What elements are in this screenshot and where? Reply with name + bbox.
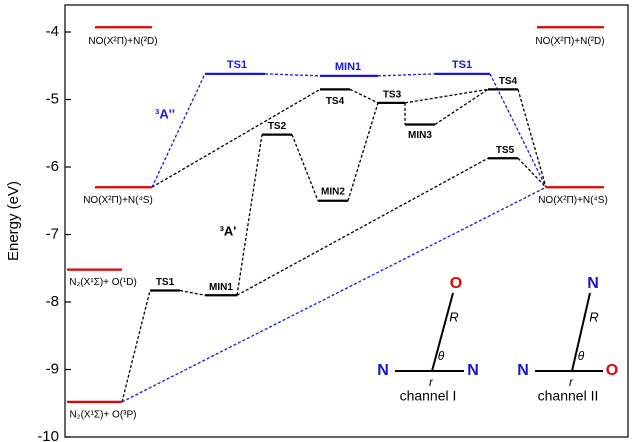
level-label: MIN1 — [335, 61, 361, 73]
level-label: NO(X²Π)+N(⁴S) — [538, 195, 608, 206]
connector — [291, 134, 319, 201]
level-label: TS3 — [383, 90, 402, 101]
atom: N — [467, 362, 479, 379]
connector — [236, 157, 489, 296]
level-label: NO(X²Π)+N(⁴S) — [83, 195, 153, 206]
level-label: NO(X²Π)+N(²D) — [88, 36, 157, 47]
atom: O — [450, 275, 462, 292]
y-tick-label: -6 — [46, 158, 59, 175]
connector — [377, 73, 436, 77]
y-tick-label: -9 — [46, 360, 59, 377]
atom: N — [377, 362, 389, 379]
atom: N — [517, 362, 529, 379]
connector — [347, 102, 379, 201]
coord-label: θ — [438, 349, 445, 363]
bond — [431, 292, 454, 372]
connector — [264, 73, 321, 77]
level-label: N₂(X¹Σ)+ O(³P) — [69, 410, 136, 421]
level-label: MIN2 — [321, 186, 345, 197]
y-tick-label: -10 — [37, 428, 59, 442]
coord-label: R — [449, 309, 458, 324]
level-label: TS2 — [268, 121, 287, 132]
level-label: TS1 — [227, 59, 247, 71]
connector — [179, 289, 206, 296]
level-label: N₂(X¹Σ)+ O(¹D) — [69, 277, 137, 288]
connector — [517, 89, 547, 188]
connector — [434, 88, 489, 126]
connector — [151, 88, 321, 188]
coord-label: r — [569, 375, 574, 389]
connector — [349, 88, 379, 104]
coord-label: r — [429, 375, 434, 389]
bond — [571, 292, 591, 372]
y-axis-label: Energy (eV) — [5, 181, 22, 261]
level-label: TS5 — [496, 145, 515, 156]
y-tick-label: -7 — [46, 225, 59, 242]
surface-label: ³A'' — [155, 106, 175, 121]
level-label: MIN3 — [408, 130, 432, 141]
connector — [121, 186, 547, 403]
y-tick-label: -5 — [46, 90, 59, 107]
connector — [151, 73, 206, 188]
y-tick-label: -4 — [46, 23, 59, 40]
atom: N — [587, 275, 599, 292]
surface-label: ³A' — [220, 223, 237, 238]
inset-caption: channel I — [400, 388, 457, 404]
level-label: TS4 — [326, 96, 345, 107]
level-label: TS1 — [452, 59, 472, 71]
coord-label: R — [589, 309, 598, 324]
level-label: MIN1 — [209, 282, 233, 293]
atom: O — [606, 362, 618, 379]
level-label: TS4 — [499, 76, 518, 87]
level-label: TS1 — [156, 277, 175, 288]
connector — [517, 157, 547, 188]
coord-label: θ — [578, 349, 585, 363]
connector — [489, 73, 547, 188]
connector — [121, 290, 151, 403]
plot-frame — [64, 4, 629, 438]
connector — [236, 134, 263, 296]
level-label: NO(X²Π)+N(²D) — [535, 36, 604, 47]
inset-caption: channel II — [538, 388, 599, 404]
connector — [404, 88, 489, 104]
y-tick-label: -8 — [46, 293, 59, 310]
